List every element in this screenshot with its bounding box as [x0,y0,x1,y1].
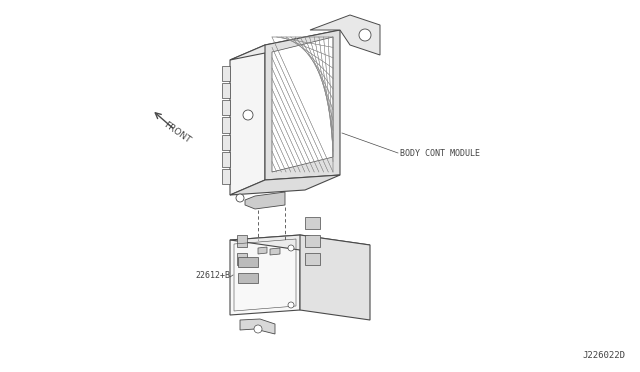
Polygon shape [258,247,267,254]
Polygon shape [305,235,320,247]
Polygon shape [305,253,320,265]
Polygon shape [237,253,247,265]
Polygon shape [237,235,247,247]
Polygon shape [310,15,380,55]
Polygon shape [222,152,230,167]
Polygon shape [230,30,340,60]
Text: J226022D: J226022D [582,351,625,360]
Polygon shape [305,217,320,229]
Text: FRONT: FRONT [162,120,192,145]
Polygon shape [222,100,230,115]
Text: BODY CONT MODULE: BODY CONT MODULE [400,148,480,157]
Polygon shape [240,319,275,334]
Circle shape [254,325,262,333]
Polygon shape [238,257,258,267]
Polygon shape [270,248,280,255]
Polygon shape [230,45,265,195]
Polygon shape [222,83,230,98]
Polygon shape [238,273,258,283]
Circle shape [243,110,253,120]
Polygon shape [230,235,370,250]
Circle shape [288,245,294,251]
Polygon shape [222,66,230,81]
Polygon shape [230,235,300,315]
Polygon shape [222,118,230,132]
Polygon shape [222,135,230,150]
Polygon shape [265,30,340,180]
Text: 22612+B: 22612+B [195,270,230,279]
Polygon shape [230,175,340,195]
Polygon shape [272,37,333,172]
Polygon shape [300,235,370,320]
Circle shape [359,29,371,41]
Polygon shape [245,192,285,209]
Circle shape [236,194,244,202]
Circle shape [288,302,294,308]
Polygon shape [222,169,230,184]
